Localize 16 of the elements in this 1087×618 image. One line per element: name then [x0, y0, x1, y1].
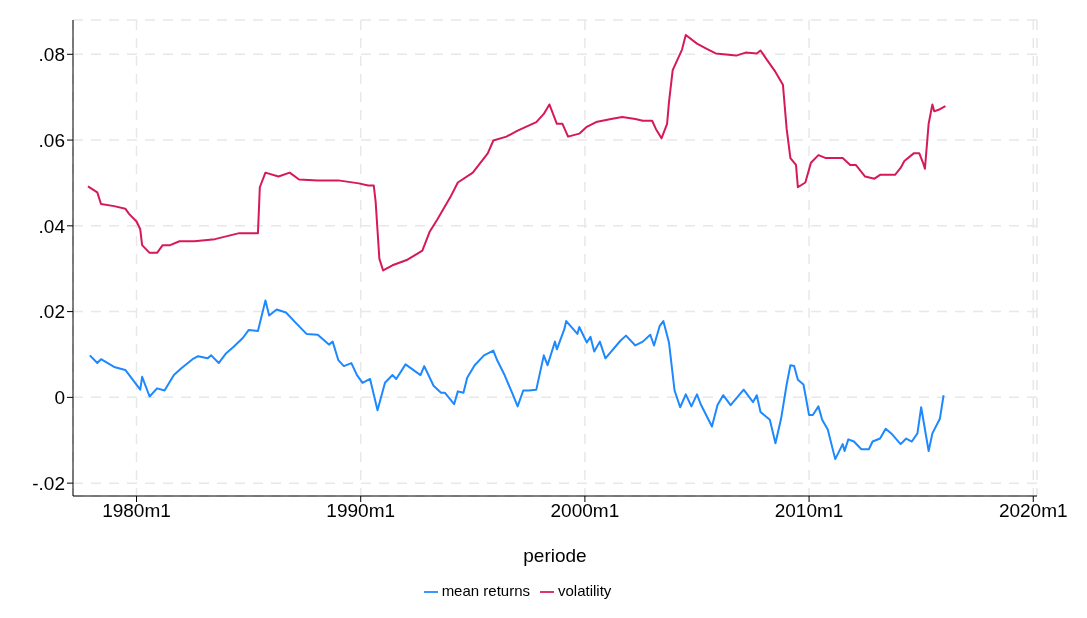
x-tick-label: 1980m1	[102, 500, 171, 522]
legend-label: volatility	[558, 582, 612, 599]
y-tick-label: .06	[38, 129, 65, 151]
line-series	[86, 34, 947, 272]
line-series	[88, 299, 945, 461]
y-tick-label: -.02	[32, 472, 65, 494]
x-tick-label: 2020m1	[998, 500, 1068, 522]
y-tick-label: .08	[38, 44, 65, 66]
y-tick-label: 0	[54, 387, 65, 409]
y-tick-label: .02	[38, 301, 65, 323]
x-tick-label: 1990m1	[326, 500, 396, 522]
x-tick-label: 2010m1	[774, 500, 844, 522]
legend-label: mean returns	[441, 582, 530, 599]
y-tick-label: .04	[38, 215, 66, 237]
x-axis-title: periode	[523, 545, 587, 566]
x-tick-label: 2000m1	[550, 500, 620, 522]
